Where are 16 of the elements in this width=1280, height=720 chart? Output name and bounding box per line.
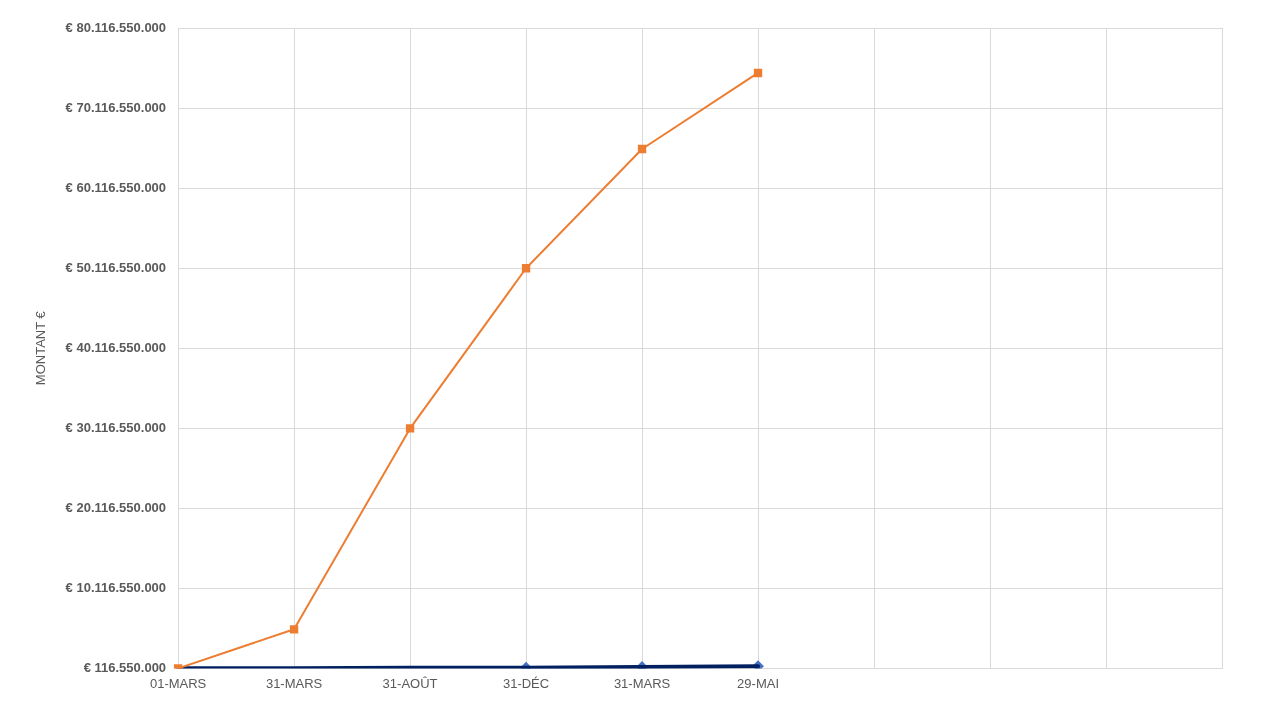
x-tick-label: 31-MARS	[265, 675, 323, 691]
x-tick-label: 31-DÉC	[502, 675, 550, 691]
y-tick-label: € 40.116.550.000	[65, 339, 167, 355]
x-tick-label: 31-MARS	[613, 675, 671, 691]
y-tick-label: € 80.116.550.000	[65, 19, 167, 35]
y-tick-label: € 70.116.550.000	[65, 99, 167, 115]
x-tick-label: 01-MARS	[149, 675, 207, 691]
x-tick-label: 31-AOÛT	[382, 675, 438, 691]
y-axis-title: MONTANT €	[33, 310, 49, 386]
y-tick-label: € 20.116.550.000	[65, 499, 167, 515]
x-tick-label: 29-MAI	[737, 675, 779, 691]
y-tick-label: € 60.116.550.000	[65, 179, 167, 195]
y-tick-label: € 116.550.000	[83, 659, 167, 675]
y-tick-label: € 50.116.550.000	[65, 259, 167, 275]
y-tick-label: € 30.116.550.000	[65, 419, 167, 435]
y-tick-label: € 10.116.550.000	[65, 579, 167, 595]
